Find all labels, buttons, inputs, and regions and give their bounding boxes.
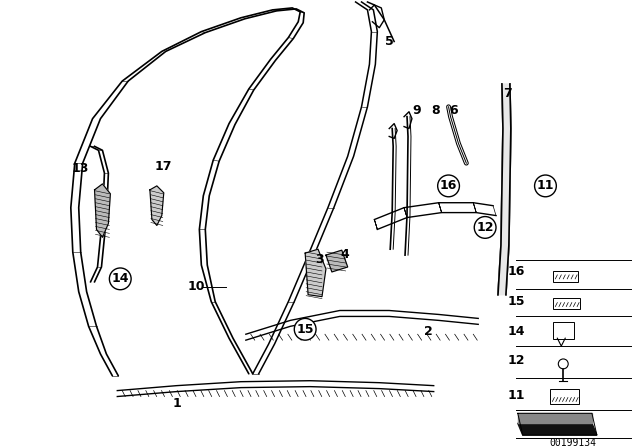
Text: 2: 2	[424, 325, 433, 338]
Text: 16: 16	[440, 179, 457, 192]
Text: 8: 8	[431, 104, 440, 117]
Text: 15: 15	[507, 295, 525, 308]
Circle shape	[438, 175, 460, 197]
Text: 10: 10	[188, 280, 205, 293]
Text: 00199134: 00199134	[550, 438, 596, 448]
Polygon shape	[150, 186, 164, 225]
Text: 14: 14	[111, 272, 129, 285]
Text: 9: 9	[413, 104, 421, 117]
Text: 12: 12	[507, 354, 525, 367]
Text: 5: 5	[385, 35, 394, 48]
Text: 1: 1	[172, 397, 181, 410]
Text: 17: 17	[155, 159, 173, 172]
Text: 14: 14	[507, 325, 525, 338]
Polygon shape	[326, 250, 348, 272]
Polygon shape	[95, 184, 110, 237]
Polygon shape	[498, 84, 511, 295]
Circle shape	[534, 175, 556, 197]
Polygon shape	[305, 249, 326, 297]
Circle shape	[109, 268, 131, 290]
Text: 4: 4	[340, 248, 349, 261]
Text: 11: 11	[537, 179, 554, 192]
Text: 3: 3	[316, 253, 324, 266]
Circle shape	[294, 319, 316, 340]
Text: 11: 11	[507, 389, 525, 402]
Text: 7: 7	[504, 87, 512, 100]
Text: 6: 6	[449, 104, 458, 117]
Text: 15: 15	[296, 323, 314, 336]
Text: 16: 16	[508, 265, 525, 278]
Text: 12: 12	[476, 221, 494, 234]
Circle shape	[474, 216, 496, 238]
Polygon shape	[518, 414, 592, 423]
Text: 13: 13	[72, 162, 90, 175]
Polygon shape	[518, 423, 597, 435]
